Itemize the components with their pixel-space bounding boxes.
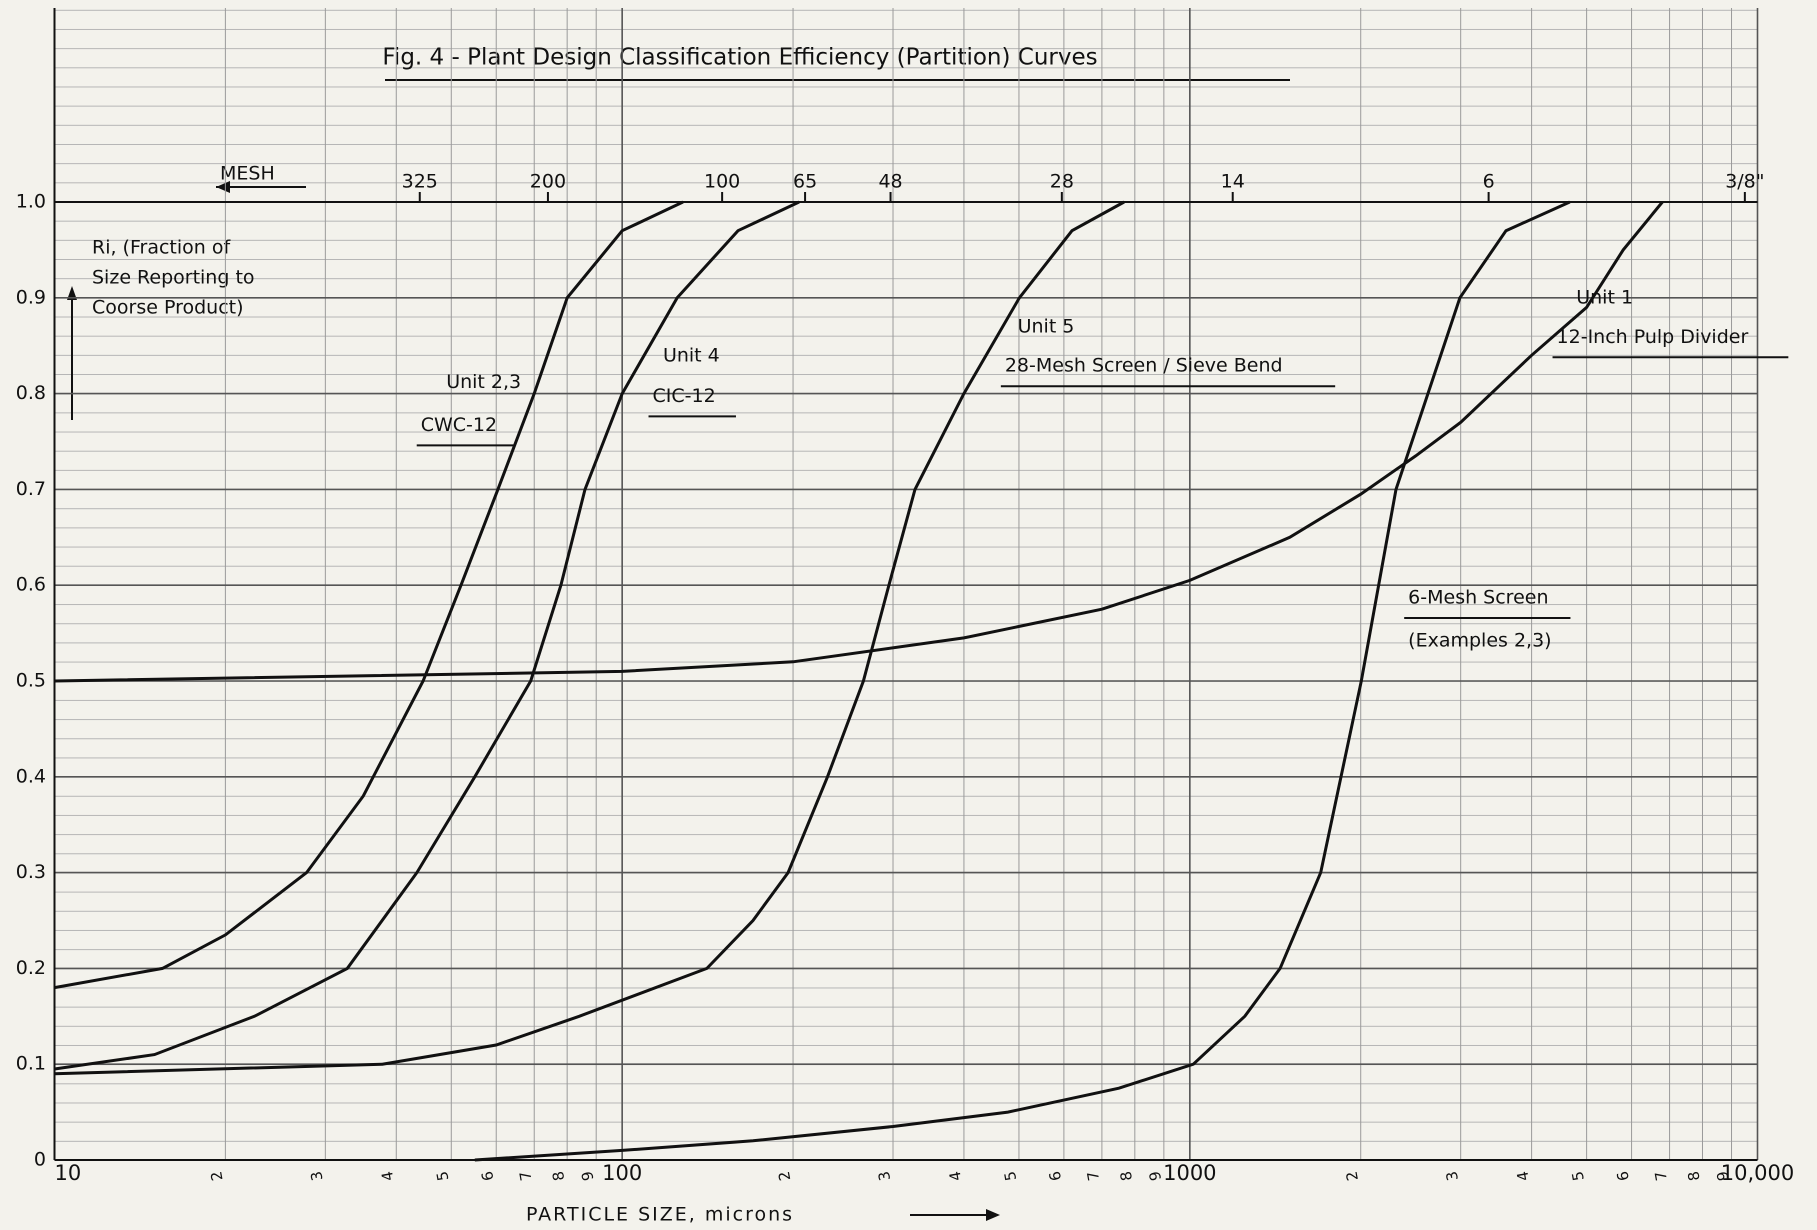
y-tick-label: 0.2 — [16, 957, 46, 979]
x-tick-label: 4 — [946, 1170, 965, 1183]
x-tick-label: 10,000 — [1721, 1161, 1794, 1185]
x-tick-label: 100 — [602, 1161, 642, 1185]
curve — [54, 201, 1664, 683]
curve — [54, 200, 800, 1071]
x-tick-label: 3 — [307, 1170, 326, 1183]
curve-unit: Unit 2,3 — [446, 371, 521, 393]
x-axis-title: PARTICLE SIZE, microns — [526, 1204, 794, 1226]
curve-label: 12-Inch Pulp Divider — [1557, 326, 1749, 348]
chart-title: Fig. 4 - Plant Design Classification Eff… — [382, 45, 1097, 71]
x-tick-label: 5 — [433, 1170, 452, 1183]
x-tick-label: 8 — [549, 1170, 568, 1183]
mesh-tick-label: 14 — [1221, 171, 1245, 193]
y-tick-label: 0.4 — [16, 765, 46, 787]
curve — [474, 200, 1571, 1162]
mesh-tick-label: 3/8" — [1725, 171, 1764, 193]
x-tick-label: 3 — [875, 1170, 894, 1183]
x-tick-label: 3 — [1442, 1170, 1461, 1183]
x-tick-label: 6 — [1613, 1170, 1632, 1183]
mesh-tick-label: 200 — [530, 171, 566, 193]
x-tick-label: 1000 — [1163, 1161, 1216, 1185]
curve-label: CIC-12 — [653, 385, 716, 407]
x-tick-label: 10 — [55, 1161, 82, 1185]
mesh-tick-label: 100 — [704, 171, 740, 193]
y-tick-label: 0 — [34, 1149, 46, 1171]
x-tick-label: 8 — [1117, 1170, 1136, 1183]
x-tick-label: 6 — [1046, 1170, 1065, 1183]
curve-note: (Examples 2,3) — [1408, 629, 1551, 651]
curve-unit: Unit 1 — [1576, 286, 1633, 308]
curve-label: 6-Mesh Screen — [1408, 587, 1548, 609]
x-tick-label: 8 — [1684, 1170, 1703, 1183]
mesh-tick-label: 325 — [402, 171, 438, 193]
x-tick-label: 2 — [207, 1170, 226, 1183]
y-tick-label: 0.1 — [16, 1053, 46, 1075]
y-axis-title: Coorse Product) — [92, 297, 244, 319]
y-tick-label: 0.9 — [16, 286, 46, 308]
x-arrowhead — [986, 1209, 1000, 1221]
y-tick-label: 0.5 — [16, 670, 46, 692]
y-arrowhead — [67, 286, 77, 300]
y-tick-label: 0.3 — [16, 861, 46, 883]
x-tick-label: 9 — [578, 1170, 597, 1183]
x-tick-label: 7 — [1084, 1170, 1103, 1183]
y-tick-label: 0.6 — [16, 574, 46, 596]
x-tick-label: 9 — [1713, 1170, 1732, 1183]
mesh-arrowhead — [216, 181, 230, 193]
x-tick-label: 9 — [1146, 1170, 1165, 1183]
y-tick-label: 0.7 — [16, 478, 46, 500]
curve — [54, 200, 684, 990]
x-tick-label: 2 — [775, 1170, 794, 1183]
curve — [54, 200, 1125, 1076]
curve-label: CWC-12 — [421, 414, 497, 436]
x-tick-label: 6 — [478, 1170, 497, 1183]
y-axis-title: Size Reporting to — [92, 267, 255, 289]
curve-unit: Unit 5 — [1018, 315, 1075, 337]
mesh-tick-label: 28 — [1050, 171, 1074, 193]
x-tick-label: 5 — [1001, 1170, 1020, 1183]
x-tick-label: 7 — [1651, 1170, 1670, 1183]
x-tick-label: 4 — [378, 1170, 397, 1183]
x-tick-label: 2 — [1343, 1170, 1362, 1183]
x-tick-label: 7 — [516, 1170, 535, 1183]
mesh-tick-label: 65 — [793, 171, 817, 193]
y-tick-label: 0.8 — [16, 382, 46, 404]
y-tick-label: 1.0 — [16, 191, 46, 213]
x-tick-label: 5 — [1568, 1170, 1587, 1183]
curve-unit: Unit 4 — [663, 344, 720, 366]
y-axis-title: Ri, (Fraction of — [92, 237, 231, 259]
curve-label: 28-Mesh Screen / Sieve Bend — [1005, 355, 1283, 377]
mesh-tick-label: 48 — [878, 171, 902, 193]
x-tick-label: 4 — [1513, 1170, 1532, 1183]
mesh-tick-label: 6 — [1483, 171, 1495, 193]
mesh-label: MESH — [220, 163, 275, 185]
